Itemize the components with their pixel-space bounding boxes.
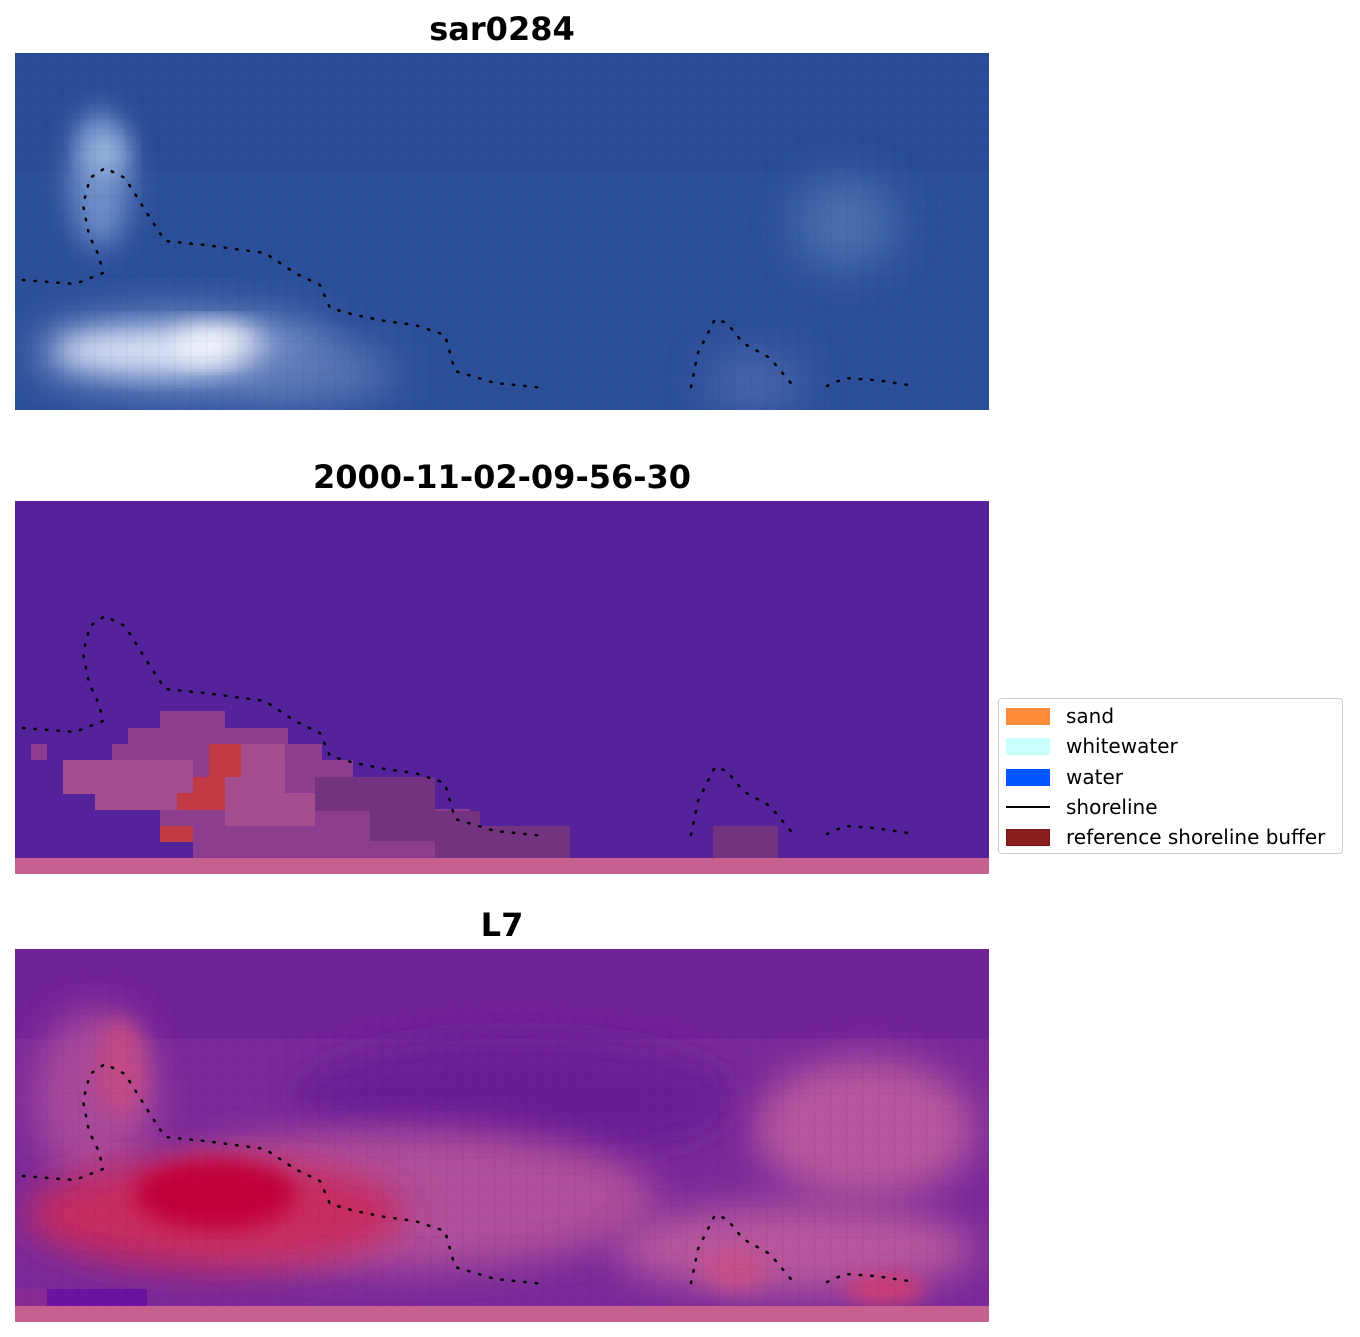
whitewater-swatch xyxy=(1006,737,1050,755)
legend-label: sand xyxy=(1066,704,1115,728)
legend-item-sand: sand xyxy=(1006,701,1114,731)
legend-item-shoreline: shoreline xyxy=(1006,792,1158,822)
legend-item-reference-buffer: reference shoreline buffer xyxy=(1006,822,1325,852)
shoreline-line xyxy=(21,614,917,838)
legend-label: reference shoreline buffer xyxy=(1066,825,1326,849)
reference-buffer-strip xyxy=(15,858,989,874)
panel-title-rgb: sar0284 xyxy=(429,10,575,48)
reference-buffer-swatch xyxy=(1006,828,1050,846)
panel-title-classified: 2000-11-02-09-56-30 xyxy=(312,458,692,496)
water-swatch xyxy=(1006,768,1050,786)
reference-buffer-strip xyxy=(15,1306,989,1322)
shoreline-line-sample xyxy=(1006,805,1050,809)
rgb-satellite-image xyxy=(15,53,989,410)
classified-image xyxy=(15,501,989,858)
shoreline-line xyxy=(21,1062,917,1286)
legend-label: water xyxy=(1066,765,1123,789)
panel-title-index: L7 xyxy=(480,906,524,944)
shoreline-line xyxy=(21,166,917,390)
legend-label: whitewater xyxy=(1066,734,1178,758)
legend: sand whitewater water shoreline referenc… xyxy=(998,698,1343,854)
legend-item-whitewater: whitewater xyxy=(1006,731,1178,761)
legend-item-water: water xyxy=(1006,762,1123,792)
sand-swatch xyxy=(1006,707,1050,725)
index-image xyxy=(15,949,989,1306)
legend-label: shoreline xyxy=(1066,795,1158,819)
